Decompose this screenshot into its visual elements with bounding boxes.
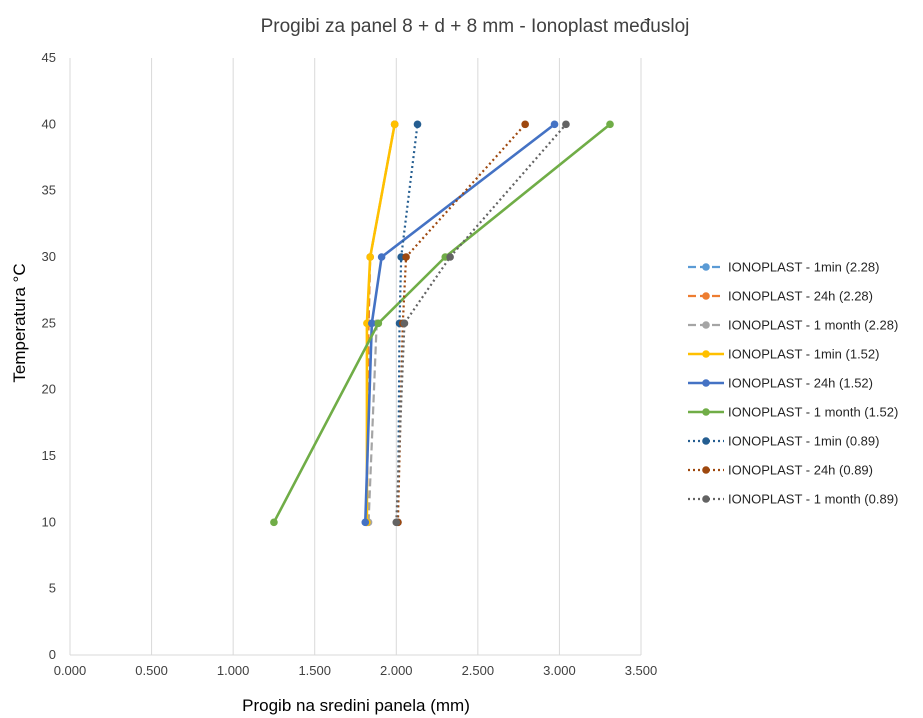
data-point <box>361 518 370 527</box>
data-point <box>550 120 559 129</box>
legend-swatch-marker <box>702 379 710 387</box>
data-point <box>366 253 374 261</box>
legend-entry: IONOPLAST - 1min (0.89) <box>688 434 879 449</box>
series-line <box>395 123 567 523</box>
data-point <box>392 518 401 527</box>
legend-label: IONOPLAST - 1 month (2.28) <box>728 318 898 333</box>
data-point <box>446 253 454 261</box>
data-point <box>400 319 409 328</box>
grid-layer <box>69 58 642 656</box>
series-7 <box>394 120 529 527</box>
data-point <box>402 253 410 261</box>
legend-label: IONOPLAST - 1min (0.89) <box>728 434 879 449</box>
y-tick-label: 10 <box>42 514 56 529</box>
legend-swatch-marker <box>702 321 710 329</box>
legend-entry: IONOPLAST - 24h (1.52) <box>688 376 873 391</box>
data-point <box>521 120 529 129</box>
y-tick-label: 45 <box>42 50 56 65</box>
legend-entry: IONOPLAST - 1min (2.28) <box>688 260 879 275</box>
legend-entry: IONOPLAST - 24h (0.89) <box>688 463 873 478</box>
legend-swatch-marker <box>702 263 710 271</box>
x-axis-title: Progib na sredini panela (mm) <box>242 696 470 715</box>
y-tick-label: 30 <box>42 249 56 264</box>
legend-swatch-marker <box>702 350 710 358</box>
data-point <box>368 319 376 328</box>
legend-swatch-marker <box>702 495 710 503</box>
legend-entry: IONOPLAST - 1 month (1.52) <box>688 405 898 420</box>
x-tick-label: 3.000 <box>543 663 576 678</box>
series-line <box>396 123 526 523</box>
chart-title: Progibi za panel 8 + d + 8 mm - Ionoplas… <box>261 16 690 37</box>
series-line <box>363 123 556 523</box>
y-tick-label: 5 <box>49 581 56 596</box>
series-5 <box>270 120 614 527</box>
legend-entry: IONOPLAST - 24h (2.28) <box>688 289 873 304</box>
series-line <box>365 124 396 523</box>
x-tick-label: 1.500 <box>298 663 331 678</box>
data-point <box>606 120 614 129</box>
x-tick-label: 3.500 <box>625 663 658 678</box>
legend-swatch-marker <box>702 292 710 300</box>
legend-swatch-marker <box>702 408 710 416</box>
legend-swatch-marker <box>702 466 710 474</box>
series-line <box>367 323 378 523</box>
y-tick-label: 20 <box>42 382 56 397</box>
legend-label: IONOPLAST - 1 month (0.89) <box>728 492 898 507</box>
data-point <box>270 518 278 527</box>
series-line <box>272 123 611 523</box>
data-point <box>413 120 422 129</box>
x-tick-label: 1.000 <box>217 663 250 678</box>
legend-swatch-marker <box>702 437 710 445</box>
legend-entry: IONOPLAST - 1 month (2.28) <box>688 318 898 333</box>
legend-entry: IONOPLAST - 1min (1.52) <box>688 347 879 362</box>
legend-label: IONOPLAST - 24h (0.89) <box>728 463 873 478</box>
tick-layer: 0.000 0.500 1.000 1.500 2.000 2.500 3.000 3.500… <box>42 50 658 678</box>
x-tick-label: 0.500 <box>135 663 168 678</box>
data-point <box>374 319 383 328</box>
y-tick-label: 0 <box>49 647 56 662</box>
y-tick-label: 40 <box>42 116 56 131</box>
legend-label: IONOPLAST - 1 month (1.52) <box>728 405 898 420</box>
series-layer <box>270 120 614 527</box>
legend-label: IONOPLAST - 24h (2.28) <box>728 289 873 304</box>
data-point <box>377 253 386 261</box>
y-tick-label: 35 <box>42 183 56 198</box>
x-tick-label: 0.000 <box>54 663 87 678</box>
x-tick-label: 2.500 <box>462 663 495 678</box>
y-tick-label: 25 <box>42 315 56 330</box>
y-tick-label: 15 <box>42 448 56 463</box>
series-8 <box>392 120 570 527</box>
legend-label: IONOPLAST - 1min (1.52) <box>728 347 879 362</box>
y-axis-title: Temperatura °C <box>10 263 29 382</box>
data-point <box>562 120 570 129</box>
data-point <box>390 120 399 129</box>
legend: IONOPLAST - 1min (2.28) IONOPLAST - 24h (… <box>688 260 898 507</box>
series-4 <box>361 120 559 527</box>
legend-label: IONOPLAST - 24h (1.52) <box>728 376 873 391</box>
legend-label: IONOPLAST - 1min (2.28) <box>728 260 879 275</box>
x-tick-label: 2.000 <box>380 663 413 678</box>
legend-entry: IONOPLAST - 1 month (0.89) <box>688 492 898 507</box>
